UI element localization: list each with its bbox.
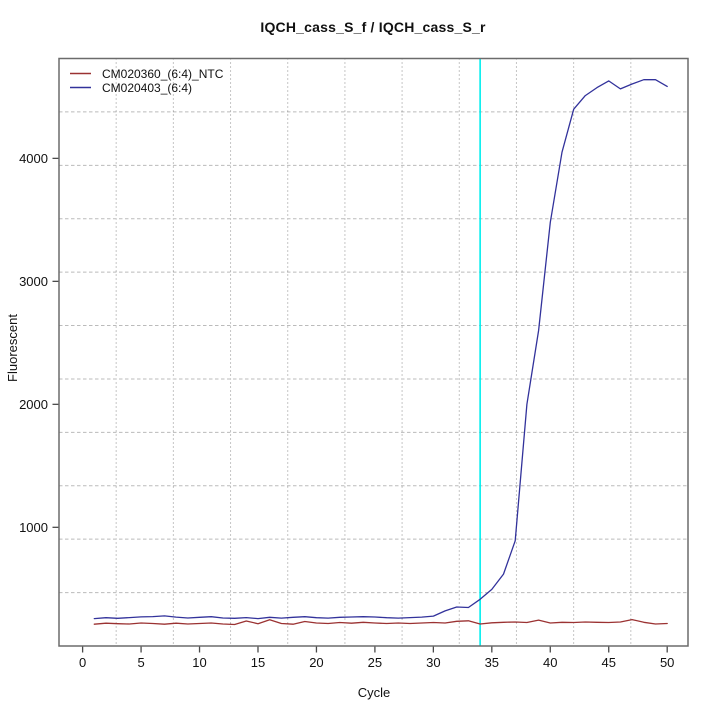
x-tick-label: 15 (251, 655, 265, 670)
x-tick-label: 0 (79, 655, 86, 670)
x-tick-label: 5 (137, 655, 144, 670)
ntc-series-line (93, 618, 668, 626)
x-tick-label: 20 (309, 655, 323, 670)
x-tick-label: 40 (543, 655, 557, 670)
gridlines (59, 58, 688, 646)
x-tick-label: 30 (426, 655, 440, 670)
chart-title: IQCH_cass_S_f / IQCH_cass_S_r (260, 19, 486, 35)
x-tick-label: 25 (368, 655, 382, 670)
y-tick-label: 3000 (19, 274, 48, 289)
legend-label-ntc: CM020360_(6:4)_NTC (102, 67, 224, 81)
x-tick-label: 35 (485, 655, 499, 670)
x-tick-label: 50 (660, 655, 674, 670)
y-tick-label: 4000 (19, 151, 48, 166)
x-tick-label: 10 (192, 655, 206, 670)
plot-border (58, 57, 689, 647)
sample-series-line (93, 79, 668, 620)
legend: CM020360_(6:4)_NTC CM020403_(6:4) (70, 67, 224, 95)
x-tick-label: 45 (601, 655, 615, 670)
series-layer (93, 79, 668, 626)
y-tick-label: 2000 (19, 397, 48, 412)
y-axis-label: Fluorescent (5, 314, 20, 382)
axes: 0 5 10 15 20 25 30 35 40 45 50 1000 2000 3000 4000 (19, 151, 674, 670)
x-axis-label: Cycle (358, 685, 391, 700)
y-tick-label: 1000 (19, 520, 48, 535)
legend-label-sample: CM020403_(6:4) (102, 81, 192, 95)
